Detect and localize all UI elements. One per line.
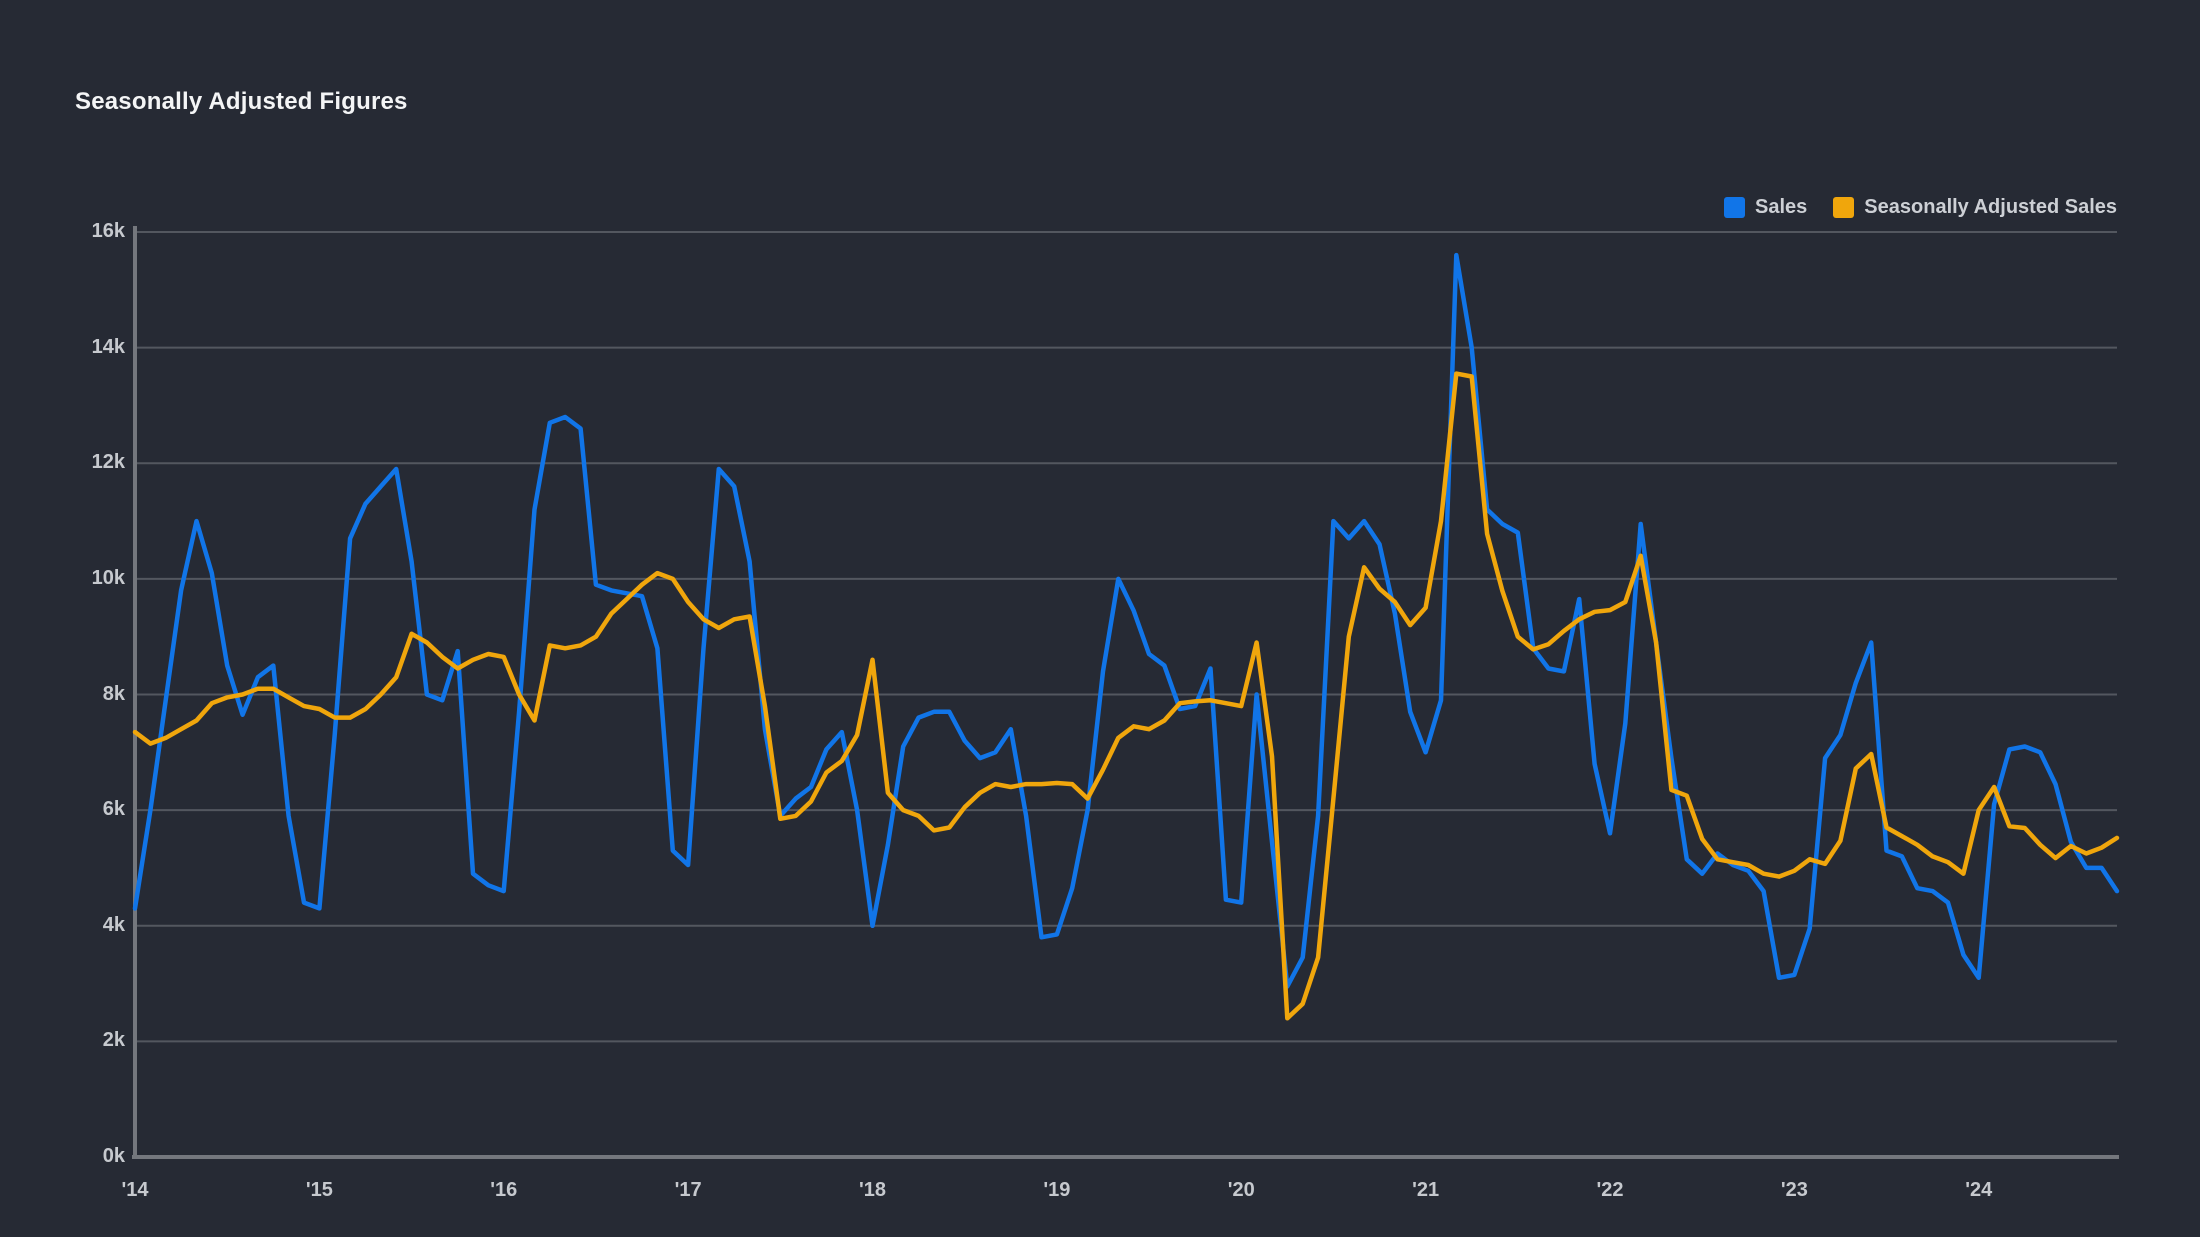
- sales-series-swatch-icon: [1724, 197, 1746, 218]
- y-axis-tick-label-8k: 8k: [102, 682, 125, 705]
- series-line-sales[interactable]: [132, 252, 2120, 989]
- y-axis-tick-label-10k: 10k: [91, 566, 125, 589]
- y-axis-tick-label-6k: 6k: [102, 798, 125, 821]
- y-axis-tick-label-14k: 14k: [91, 335, 125, 358]
- y-axis-tick-label-16k: 16k: [91, 220, 125, 242]
- x-axis-tick-label-y14: '14: [121, 1179, 149, 1201]
- legend-item-adjusted[interactable]: Seasonally Adjusted Sales: [1833, 196, 2117, 219]
- legend-label-sales: Sales: [1755, 196, 1808, 218]
- x-axis-tick-label-y17: '17: [674, 1179, 702, 1201]
- y-axis-tick-label-4k: 4k: [102, 913, 125, 936]
- x-axis-tick-label-y24: '24: [1965, 1179, 1993, 1201]
- x-axis-tick-label-y16: '16: [490, 1179, 518, 1201]
- x-axis-tick-label-y23: '23: [1780, 1179, 1808, 1201]
- legend: Sales Seasonally Adjusted Sales: [1724, 196, 2117, 219]
- y-axis-tick-label-2k: 2k: [102, 1029, 125, 1052]
- x-axis-tick-label-y22: '22: [1596, 1179, 1624, 1201]
- adjusted-series-swatch-icon: [1833, 197, 1855, 218]
- x-axis-tick-label-y18: '18: [858, 1179, 886, 1201]
- x-axis-tick-label-y15: '15: [305, 1179, 333, 1201]
- x-axis-tick-label-y20: '20: [1227, 1179, 1255, 1201]
- legend-item-sales[interactable]: Sales: [1724, 196, 1807, 219]
- series-line-seasonally-adjusted-sales[interactable]: [132, 371, 2120, 1021]
- x-axis-tick-label-y21: '21: [1412, 1179, 1440, 1201]
- legend-label-adjusted: Seasonally Adjusted Sales: [1864, 196, 2117, 218]
- y-axis-tick-label-0k: 0k: [102, 1145, 125, 1167]
- chart-title: Seasonally Adjusted Figures: [75, 88, 408, 115]
- y-axis-tick-label-12k: 12k: [91, 451, 125, 474]
- x-axis-tick-label-y19: '19: [1043, 1179, 1071, 1201]
